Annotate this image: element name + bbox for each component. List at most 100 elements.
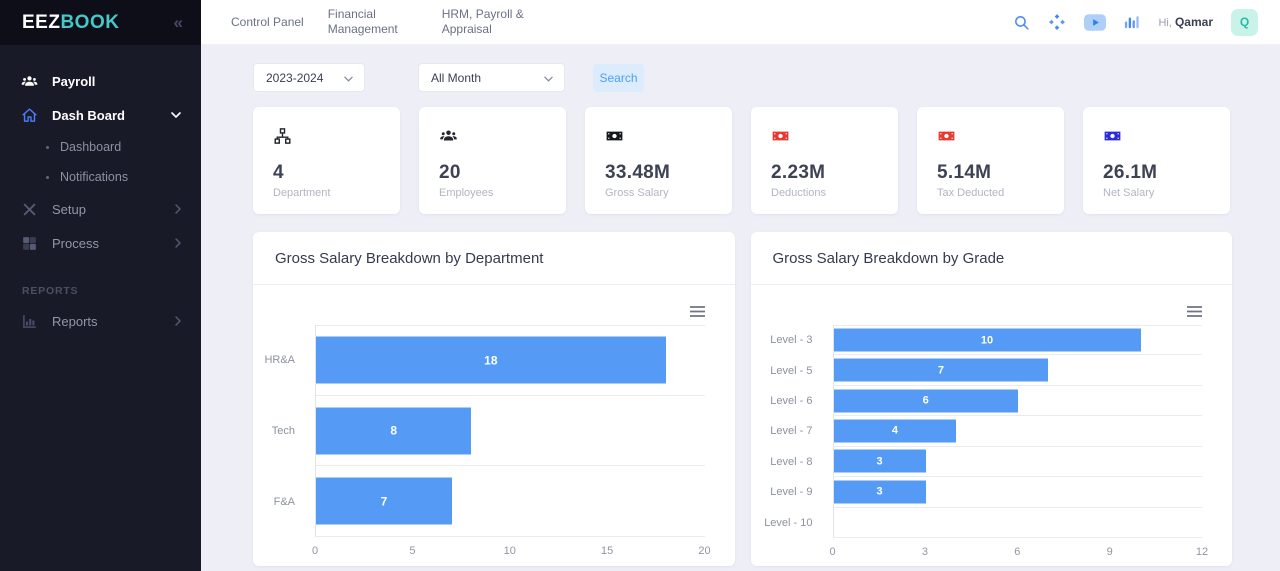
x-axis: 0 3 6 9 12: [829, 538, 1208, 560]
sidebar-header: EEZBOOK «: [0, 0, 201, 45]
bar-value-label: 8: [390, 423, 398, 438]
tab-financial-management[interactable]: Financial Management: [327, 7, 398, 36]
video-play-icon[interactable]: [1084, 13, 1107, 31]
bullet-dot-icon: [46, 175, 49, 179]
stat-label: Employees: [439, 187, 494, 199]
sidebar-item-payroll[interactable]: Payroll: [0, 64, 201, 98]
chart-gridline-track: 10: [832, 325, 1202, 356]
stat-label: Gross Salary: [605, 187, 669, 199]
chevron-down-icon: [544, 71, 553, 85]
top-nav: Control Panel Financial Management HRM, …: [201, 0, 1280, 45]
chart-row: Level - 7 4: [770, 416, 1202, 447]
sidebar-subitem-notifications[interactable]: Notifications: [0, 162, 201, 192]
chart-row: Tech 8: [272, 395, 705, 467]
tools-icon: [21, 201, 38, 218]
stat-value: 20: [439, 162, 461, 183]
avatar[interactable]: Q: [1231, 8, 1258, 36]
main-area: Control Panel Financial Management HRM, …: [201, 0, 1280, 571]
stats-bars-icon[interactable]: [1124, 14, 1140, 30]
stat-label: Tax Deducted: [937, 187, 1005, 199]
chart-gridline-track: 8: [315, 395, 705, 467]
chart-gridline-track: 7: [832, 355, 1202, 386]
sidebar-item-setup[interactable]: Setup: [0, 192, 201, 226]
chevron-right-icon: [175, 316, 181, 326]
chart-gridline-track: 3: [832, 477, 1202, 508]
bar[interactable]: 3: [833, 480, 926, 504]
tab-hrm-payroll-appraisal[interactable]: HRM, Payroll & Appraisal: [441, 7, 524, 36]
chart-title: Gross Salary Breakdown by Grade: [750, 232, 1232, 285]
bar-value-label: 10: [980, 334, 994, 347]
search-icon[interactable]: [1013, 14, 1030, 31]
axis-tick-label: 6: [1014, 546, 1021, 558]
chart-row: Level - 6 6: [770, 385, 1202, 417]
sidebar-item-process[interactable]: Process: [0, 226, 201, 260]
chevron-down-icon: [171, 112, 181, 118]
bar[interactable]: 7: [316, 477, 452, 525]
category-label: Level - 5: [770, 364, 813, 377]
stat-card-employees: 20 Employees: [419, 107, 566, 214]
sidebar-item-label: Setup: [52, 201, 86, 217]
sidebar-item-label: Process: [52, 235, 99, 251]
top-nav-actions: Hi, Qamar Q: [1013, 8, 1258, 36]
banknote-icon: [1103, 127, 1122, 145]
bar-value-label: 3: [876, 455, 883, 468]
bar[interactable]: 18: [316, 336, 666, 384]
bar-value-label: 3: [876, 485, 883, 498]
chart-gridline-track: 6: [832, 385, 1202, 417]
year-select[interactable]: 2023-2024: [253, 63, 365, 92]
brand-logo-primary: EEZ: [22, 11, 61, 33]
bar[interactable]: 10: [833, 328, 1141, 352]
bar-chart-plot: HR&A 18 Tech 8 F&A 7: [264, 325, 705, 538]
bar[interactable]: 4: [833, 419, 957, 443]
search-button[interactable]: Search: [593, 63, 644, 92]
stat-card-department: 4 Department: [253, 107, 400, 214]
apps-diamonds-icon[interactable]: [1048, 13, 1066, 31]
chart-body: Level - 3 10 Level - 5 7 Level - 6 6 Level - 7…: [751, 285, 1233, 560]
sidebar-collapse-icon[interactable]: «: [173, 13, 183, 32]
stat-card-gross-salary: 33.48M Gross Salary: [585, 107, 732, 214]
category-label: Level - 3: [770, 334, 813, 347]
chart-row: Level - 8 3: [770, 446, 1202, 478]
axis-tick-label: 15: [601, 545, 614, 557]
sidebar-section-label: REPORTS: [22, 285, 79, 297]
greeting-text: Hi,: [1158, 17, 1172, 29]
bar-value-label: 6: [922, 394, 929, 407]
chart-menu-icon[interactable]: [1187, 306, 1202, 317]
user-greeting: Hi, Qamar: [1158, 15, 1213, 29]
month-select[interactable]: All Month: [418, 63, 565, 92]
chart-menu-icon[interactable]: [689, 306, 705, 317]
brand-logo[interactable]: EEZBOOK: [22, 12, 119, 34]
bar[interactable]: 6: [833, 389, 1018, 413]
sidebar-item-label: Reports: [52, 313, 98, 329]
sidebar-item-dashboard[interactable]: Dash Board: [0, 98, 201, 132]
banknote-icon: [937, 127, 956, 145]
users-icon: [439, 127, 458, 145]
tab-control-panel[interactable]: Control Panel: [231, 14, 304, 29]
bar-value-label: 4: [891, 424, 898, 437]
sidebar-subitem-dashboard[interactable]: Dashboard: [0, 132, 201, 162]
axis-tick-label: 10: [503, 545, 516, 557]
axis-tick-label: 3: [921, 546, 928, 558]
banknote-icon: [771, 127, 790, 145]
axis-tick-label: 0: [311, 545, 319, 557]
home-icon: [21, 107, 38, 124]
category-label: Level - 10: [764, 516, 813, 529]
x-axis: 0 5 10 15 20: [311, 537, 711, 559]
sidebar-item-reports[interactable]: Reports: [0, 304, 201, 338]
bar[interactable]: 8: [316, 407, 472, 454]
category-label: HR&A: [264, 354, 295, 367]
stat-value: 4: [273, 162, 284, 183]
chart-row: Level - 9 3: [770, 477, 1202, 508]
category-label: Tech: [271, 425, 295, 437]
chevron-right-icon: [175, 204, 181, 214]
chart-row: F&A 7: [274, 466, 705, 538]
chart-body: HR&A 18 Tech 8 F&A 7 0 5 10 15 20: [253, 285, 735, 559]
chart-title: Gross Salary Breakdown by Department: [253, 232, 735, 285]
chart-row: Level - 10: [764, 507, 1202, 538]
axis-tick-label: 12: [1195, 546, 1209, 558]
chart-row: Level - 5 7: [770, 355, 1202, 386]
bar[interactable]: 3: [833, 449, 926, 473]
chevron-down-icon: [344, 71, 353, 85]
bar[interactable]: 7: [833, 358, 1049, 382]
sidebar: EEZBOOK « Payroll Dash Board Dashboard N…: [0, 0, 201, 571]
